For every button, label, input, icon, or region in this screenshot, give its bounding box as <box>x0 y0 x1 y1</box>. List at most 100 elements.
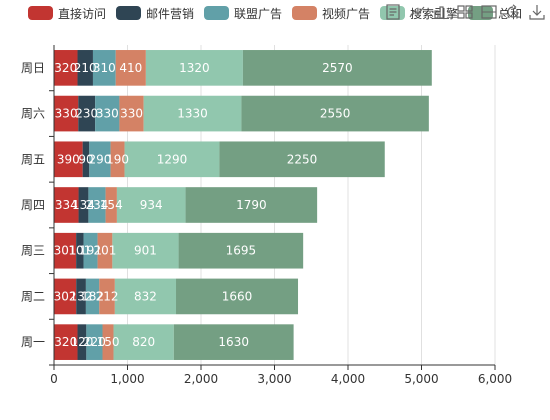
bar-segment[interactable] <box>54 187 79 223</box>
data-label: 330 <box>120 107 143 121</box>
data-label: 820 <box>132 335 155 349</box>
bar-segment[interactable] <box>83 232 98 269</box>
x-tick-label: 1,000 <box>110 372 144 386</box>
y-tick-label: 周三 <box>21 244 45 258</box>
data-label: 150 <box>97 335 120 349</box>
bar-segment[interactable] <box>77 324 87 360</box>
bar-segment[interactable] <box>92 50 116 86</box>
bar-segment[interactable] <box>110 141 125 178</box>
save-image-icon[interactable] <box>528 3 546 21</box>
data-label: 301 <box>54 244 77 258</box>
data-label: 230 <box>75 107 98 121</box>
bar-segment[interactable] <box>112 232 179 269</box>
bar-segment[interactable] <box>82 141 90 178</box>
bar-segment[interactable] <box>219 141 385 178</box>
bar-segment[interactable] <box>54 232 77 269</box>
bar-segment[interactable] <box>119 95 144 132</box>
data-label: 302 <box>54 289 77 303</box>
x-tick-label: 6,000 <box>478 372 512 386</box>
data-label: 182 <box>81 289 104 303</box>
bar-segment[interactable] <box>86 324 103 360</box>
legend-item[interactable]: 视频广告 <box>292 5 370 22</box>
data-label: 330 <box>96 107 119 121</box>
bar-segment[interactable] <box>77 50 93 86</box>
data-label: 290 <box>88 152 111 166</box>
data-label: 1790 <box>236 198 267 212</box>
magic-stack-icon[interactable] <box>456 3 474 21</box>
bar-segment[interactable] <box>89 141 111 178</box>
bar-segment[interactable] <box>97 232 113 269</box>
data-label: 901 <box>134 244 157 258</box>
data-label: 212 <box>96 289 119 303</box>
restore-icon[interactable] <box>504 3 522 21</box>
data-label: 190 <box>106 152 129 166</box>
legend-label: 直接访问 <box>58 6 107 21</box>
bar-segment[interactable] <box>95 95 120 132</box>
legend-swatch <box>292 6 318 20</box>
data-label: 154 <box>100 198 123 212</box>
bar-segment[interactable] <box>124 141 220 178</box>
data-view-icon[interactable] <box>384 3 402 21</box>
data-label: 132 <box>70 289 93 303</box>
data-label: 330 <box>55 107 78 121</box>
bar-segment[interactable] <box>78 95 96 132</box>
legend-swatch <box>116 6 142 20</box>
legend-item[interactable]: 联盟广告 <box>204 5 282 22</box>
magic-bar-icon[interactable] <box>432 3 450 21</box>
x-tick-label: 3,000 <box>257 372 291 386</box>
bar-segment[interactable] <box>242 50 432 86</box>
data-label: 2570 <box>322 61 353 75</box>
legend-label: 视频广告 <box>322 6 371 21</box>
data-label: 201 <box>94 244 117 258</box>
bar-segment[interactable] <box>54 141 83 178</box>
bar-segment[interactable] <box>178 232 304 269</box>
data-label: 1695 <box>226 244 257 258</box>
y-tick-label: 周二 <box>21 289 45 303</box>
legend-item[interactable]: 直接访问 <box>28 5 106 22</box>
bar-segment[interactable] <box>185 187 318 223</box>
bar-segment[interactable] <box>173 324 294 360</box>
legend-item[interactable]: 总和 <box>468 5 522 22</box>
data-label: 90 <box>78 152 93 166</box>
bar-segment[interactable] <box>241 95 429 132</box>
legend-item[interactable]: 邮件营销 <box>116 5 194 22</box>
legend: 直接访问 邮件营销 联盟广告 视频广告 搜索引擎 总和 <box>28 3 532 23</box>
bar-segment[interactable] <box>143 95 242 132</box>
bar-segment[interactable] <box>113 324 174 360</box>
bar-segment[interactable] <box>145 50 243 86</box>
data-label: 1320 <box>179 61 210 75</box>
bar-segment[interactable] <box>54 324 78 360</box>
data-label: 934 <box>140 198 163 212</box>
bar-segment[interactable] <box>102 324 114 360</box>
y-tick-label: 周六 <box>21 107 45 121</box>
bar-segment[interactable] <box>176 278 299 315</box>
bar-segment[interactable] <box>54 50 78 86</box>
magic-tiled-icon[interactable] <box>480 3 498 21</box>
bar-segment[interactable] <box>78 187 89 223</box>
data-label: 2550 <box>320 107 351 121</box>
data-label: 1330 <box>177 107 208 121</box>
bar-segment[interactable] <box>105 187 117 223</box>
magic-line-icon[interactable] <box>408 3 426 21</box>
data-label: 1660 <box>222 289 253 303</box>
data-label: 210 <box>74 61 97 75</box>
bar-segment[interactable] <box>114 278 177 315</box>
y-tick-label: 周五 <box>21 152 45 166</box>
y-tick-label: 周日 <box>21 61 45 75</box>
bar-segment[interactable] <box>116 187 186 223</box>
bar-segment[interactable] <box>115 50 146 86</box>
bar-segment[interactable] <box>76 278 86 315</box>
data-label: 832 <box>134 289 157 303</box>
bar-segment[interactable] <box>85 278 100 315</box>
bar-segment[interactable] <box>88 187 106 223</box>
bar-segment[interactable] <box>54 95 79 132</box>
legend-swatch <box>28 6 53 20</box>
data-label: 334 <box>55 198 78 212</box>
bar-segment[interactable] <box>76 232 84 269</box>
data-label: 191 <box>79 244 102 258</box>
bar-segment[interactable] <box>99 278 115 315</box>
data-label: 1630 <box>218 335 249 349</box>
bar-segment[interactable] <box>54 278 77 315</box>
legend-label: 联盟广告 <box>234 6 283 21</box>
data-label: 2250 <box>287 152 318 166</box>
